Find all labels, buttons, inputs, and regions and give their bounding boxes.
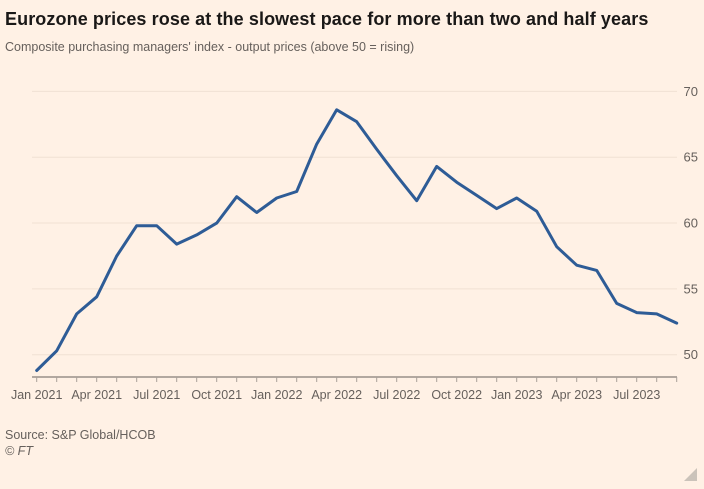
y-axis-label: 65 [684,150,698,165]
x-axis-label: Apr 2023 [551,388,602,402]
x-axis-label: Jul 2021 [133,388,180,402]
resize-handle-icon[interactable] [684,468,697,481]
x-axis-label: Jan 2023 [491,388,542,402]
x-axis-label: Apr 2021 [71,388,122,402]
source-note: Source: S&P Global/HCOB [5,428,156,442]
pmi-output-prices-line [35,108,679,372]
x-axis-label: Apr 2022 [311,388,362,402]
x-axis-label: Oct 2022 [431,388,482,402]
chart-subtitle: Composite purchasing managers' index - o… [5,40,415,54]
ft-copyright: © FT [5,444,33,458]
x-axis-label: Jul 2022 [373,388,420,402]
y-axis-label: 50 [684,347,698,362]
x-axis-label: Jul 2023 [613,388,660,402]
y-axis-label: 60 [684,216,698,231]
x-axis-label: Jan 2021 [11,388,62,402]
chart-title: Eurozone prices rose at the slowest pace… [5,9,649,29]
y-axis-label: 55 [684,281,698,296]
x-axis-label: Jan 2022 [251,388,302,402]
chart-area: 50 55 60 65 70 Jan 2021 Apr 2021 Jul 2021 Oct 20… [0,62,704,414]
line-chart: 50 55 60 65 70 Jan 2021 Apr 2021 Jul 2021 Oct 20… [11,84,698,402]
y-axis-label: 70 [684,84,698,99]
x-axis-label: Oct 2021 [191,388,242,402]
